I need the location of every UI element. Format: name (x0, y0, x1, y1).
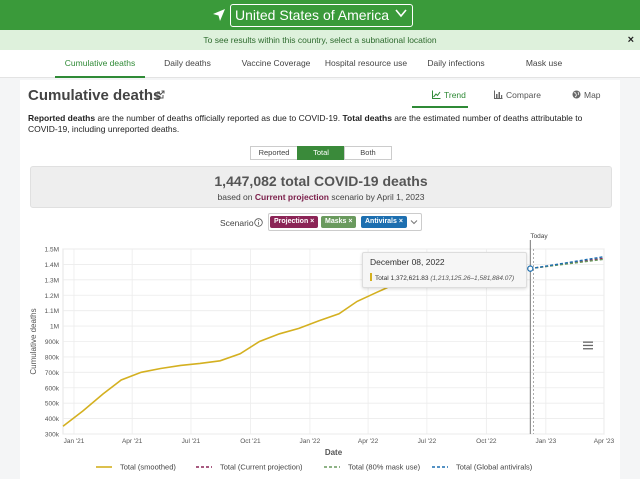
menu-icon[interactable] (583, 341, 593, 350)
globe-icon (572, 90, 581, 99)
death-count: 1,447,082 (214, 173, 277, 189)
y-tick-label: 400k (45, 416, 60, 423)
description: Reported deaths are the number of deaths… (28, 113, 608, 135)
y-tick-label: 500k (45, 401, 60, 408)
y-tick-label: 700k (45, 370, 60, 377)
summary-headline: 1,447,082 total COVID-19 deaths (31, 173, 611, 189)
tab-mask-use[interactable]: Mask use (525, 58, 563, 68)
x-tick-label: Apr '22 (358, 438, 379, 445)
x-axis-title: Date (325, 448, 343, 457)
tooltip-swatch (370, 273, 372, 281)
bar-chart-icon (494, 90, 503, 99)
y-tick-label: 1.4M (45, 262, 59, 269)
segment-reported[interactable]: Reported (250, 146, 298, 160)
chip-antivirals[interactable]: Antivirals × (361, 216, 407, 228)
y-tick-label: 1.1M (45, 308, 59, 315)
x-tick-label: Oct '22 (476, 438, 497, 445)
y-tick-label: 1.5M (45, 247, 59, 254)
chevron-down-icon[interactable] (410, 218, 418, 226)
tab-cumulative-deaths[interactable]: Cumulative deaths (55, 50, 145, 78)
y-tick-label: 1M (50, 324, 59, 331)
trend-icon (432, 90, 441, 99)
chip-masks[interactable]: Masks × (321, 216, 357, 228)
info-icon[interactable] (254, 218, 263, 227)
projection-link[interactable]: Current projection (254, 192, 330, 202)
x-tick-label: Jan '23 (535, 438, 556, 445)
legend-label: Total (Current projection) (220, 463, 303, 472)
legend-label: Total (80% mask use) (348, 463, 421, 472)
view-tab-compare[interactable]: Compare (494, 86, 541, 108)
legend-label: Total (smoothed) (120, 463, 176, 472)
hover-marker (527, 265, 534, 272)
based-suffix: scenario by April 1, 2023 (329, 192, 425, 202)
scenario-selector[interactable] (268, 213, 422, 231)
death-count-suffix: total COVID-19 deaths (280, 173, 428, 189)
segment-both[interactable]: Both (344, 146, 392, 160)
tab-daily-deaths[interactable]: Daily deaths (164, 58, 211, 68)
view-tab-trend[interactable]: Trend (412, 86, 468, 108)
desc-reported-text: are the number of deaths officially repo… (95, 113, 343, 123)
country-name: United States of America (235, 7, 390, 23)
tooltip-series: Total (375, 275, 389, 282)
x-tick-label: Oct '21 (240, 438, 261, 445)
tooltip-date: December 08, 2022 (370, 257, 445, 267)
today-label: Today (530, 233, 548, 240)
desc-total-term: Total deaths (342, 113, 392, 123)
main-card: Cumulative deaths Trend Compare Map Repo… (20, 80, 620, 479)
y-tick-label: 800k (45, 354, 60, 361)
tooltip-value: 1,372,621.83 (390, 275, 429, 282)
y-tick-label: 900k (45, 339, 60, 346)
tab-hospital-resource-use[interactable]: Hospital resource use (324, 58, 408, 68)
top-bar: United States of America (0, 0, 640, 30)
page-title: Cumulative deaths (28, 87, 162, 104)
chip-projection[interactable]: Projection × (270, 216, 319, 228)
metric-tabs: Cumulative deaths Daily deaths Vaccine C… (0, 50, 640, 78)
y-axis-title: Cumulative deaths (29, 308, 38, 374)
y-tick-label: 1.3M (45, 277, 59, 284)
based-prefix: based on (217, 192, 255, 202)
x-tick-label: Jul '21 (182, 438, 201, 445)
y-tick-label: 1.2M (45, 293, 59, 300)
y-tick-label: 300k (45, 432, 60, 439)
legend-item: Total (Global antivirals) (432, 463, 533, 472)
legend-item: Total (smoothed) (96, 463, 176, 472)
desc-reported-term: Reported deaths (28, 113, 96, 123)
notice-text: To see results within this country, sele… (203, 35, 437, 45)
legend-item: Total (Current projection) (196, 463, 303, 472)
x-tick-label: Jul '22 (418, 438, 437, 445)
legend-label: Total (Global antivirals) (456, 463, 533, 472)
view-tab-map[interactable]: Map (572, 86, 601, 108)
subnational-notice: To see results within this country, sele… (0, 30, 640, 50)
view-tab-label: Trend (444, 90, 466, 100)
close-icon[interactable]: × (627, 34, 634, 46)
navigation-arrow-icon[interactable] (212, 8, 226, 22)
x-tick-label: Apr '21 (122, 438, 143, 445)
view-tab-label: Compare (506, 90, 541, 100)
tab-vaccine-coverage[interactable]: Vaccine Coverage (241, 58, 311, 68)
tooltip-row: Total 1,372,621.83 (1,213,125.26–1,581,8… (370, 273, 514, 282)
country-select[interactable]: United States of America (230, 4, 413, 27)
series-line-3 (530, 256, 605, 270)
x-tick-label: Jan '21 (64, 438, 85, 445)
tab-daily-infections[interactable]: Daily infections (427, 58, 485, 68)
x-tick-label: Apr '23 (594, 438, 615, 445)
cumulative-deaths-chart: 300k 400k 500k 600k 700k 800k 900k 1M 1.1M 1.2M 1.… (29, 233, 615, 472)
y-tick-label: 600k (45, 385, 60, 392)
desc-total-text: are the estimated number of deaths attri… (28, 113, 583, 134)
legend-item: Total (80% mask use) (324, 463, 421, 472)
chevron-down-icon (395, 9, 407, 18)
series-line-0 (62, 286, 388, 427)
summary-box: 1,447,082 total COVID-19 deaths based on… (30, 166, 612, 208)
chart-tooltip: December 08, 2022 Total 1,372,621.83 (1,… (362, 252, 527, 288)
external-link-icon[interactable] (156, 90, 165, 99)
view-tab-label: Map (584, 90, 601, 100)
tooltip-range: (1,213,125.26–1,581,884.07) (430, 275, 515, 282)
summary-subline: based on Current projection scenario by … (31, 192, 611, 202)
x-tick-label: Jan '22 (300, 438, 321, 445)
scenario-label: Scenario (220, 218, 254, 228)
